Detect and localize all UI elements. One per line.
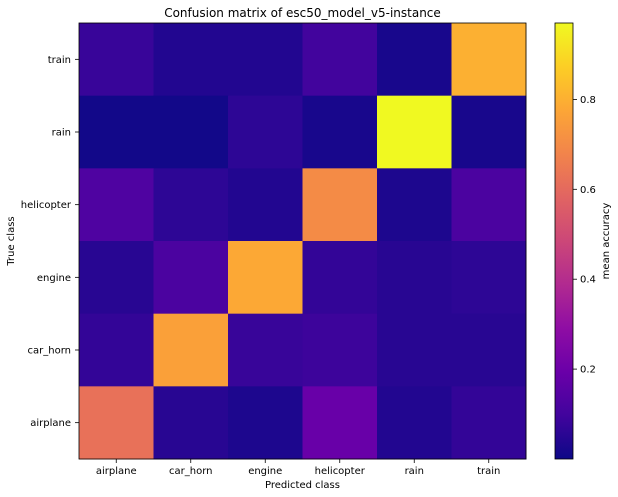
colorbar-tick-label: 0.6 (580, 185, 596, 196)
y-tick-label-engine: engine (37, 273, 71, 284)
heatmap-cell-rain-car_horn (153, 95, 229, 169)
heatmap-cell-car_horn-engine (228, 313, 303, 387)
heatmap-cell-engine-engine (228, 241, 303, 315)
heatmap-cell-airplane-train (451, 386, 527, 460)
colorbar-tick-label: 0.2 (580, 365, 596, 376)
plot-frame (78, 22, 527, 460)
heatmap-cell-car_horn-helicopter (302, 313, 378, 387)
heatmap-cell-engine-helicopter (302, 241, 378, 315)
y-tick-label-helicopter: helicopter (21, 200, 72, 211)
y-tick-label-rain: rain (52, 128, 71, 139)
heatmap-cell-helicopter-engine (228, 168, 303, 242)
heatmap-cell-airplane-airplane (79, 386, 154, 460)
x-axis: airplane car_horn engine helicopter rain trai… (96, 459, 500, 477)
x-tick-label-car_horn: car_horn (169, 466, 212, 477)
colorbar-tick-label: 0.8 (580, 95, 596, 106)
x-tick-label-engine: engine (248, 466, 282, 477)
y-tick-label-car_horn: car_horn (28, 346, 71, 357)
heatmap-cell-rain-airplane (79, 95, 154, 169)
colorbar-label: mean accuracy (601, 203, 612, 280)
colorbar-gradient (554, 22, 574, 460)
x-tick-label-train: train (477, 466, 500, 477)
heatmap-cell-rain-helicopter (302, 95, 378, 169)
heatmap-cell-airplane-helicopter (302, 386, 378, 460)
heatmap-cell-helicopter-airplane (79, 168, 154, 242)
heatmap-cells (78, 22, 527, 460)
heatmap-cell-engine-train (451, 241, 527, 315)
y-tick-label-train: train (48, 55, 71, 66)
colorbar: 0.2 0.4 0.6 0.8 (554, 22, 596, 460)
heatmap-cell-car_horn-airplane (79, 313, 154, 387)
heatmap-cell-airplane-car_horn (153, 386, 229, 460)
heatmap-cell-train-engine (228, 23, 303, 97)
heatmap-cell-helicopter-train (451, 168, 527, 242)
heatmap-cell-engine-car_horn (153, 241, 229, 315)
chart-title: Confusion matrix of esc50_model_v5-insta… (164, 6, 441, 20)
y-tick-label-airplane: airplane (30, 418, 71, 429)
x-tick-label-airplane: airplane (96, 466, 137, 477)
heatmap-cell-engine-rain (377, 241, 452, 315)
y-axis: train rain helicopter engine car_hornairplan… (21, 55, 79, 429)
heatmap-cell-car_horn-train (451, 313, 527, 387)
x-tick-label-helicopter: helicopter (315, 466, 366, 477)
heatmap-cell-helicopter-helicopter (302, 168, 378, 242)
x-axis-label: Predicted class (265, 480, 340, 491)
heatmap-cell-rain-engine (228, 95, 303, 169)
heatmap-cell-rain-train (451, 95, 527, 169)
y-axis-label: True class (6, 216, 17, 266)
heatmap-cell-train-airplane (79, 23, 154, 97)
heatmap-cell-helicopter-car_horn (153, 168, 229, 242)
heatmap-cell-car_horn-car_horn (153, 313, 229, 387)
x-tick-label-rain: rain (405, 466, 424, 477)
colorbar-tick-label: 0.4 (580, 275, 596, 286)
heatmap-cell-car_horn-rain (377, 313, 452, 387)
heatmap-cell-rain-rain (377, 95, 452, 169)
heatmap-cell-train-car_horn (153, 23, 229, 97)
heatmap-cell-train-train (451, 23, 527, 97)
heatmap-cell-train-helicopter (302, 23, 378, 97)
heatmap-cell-helicopter-rain (377, 168, 452, 242)
heatmap-cell-engine-airplane (79, 241, 154, 315)
heatmap-cell-train-rain (377, 23, 452, 97)
heatmap-cell-airplane-engine (228, 386, 303, 460)
heatmap-cell-airplane-rain (377, 386, 452, 460)
